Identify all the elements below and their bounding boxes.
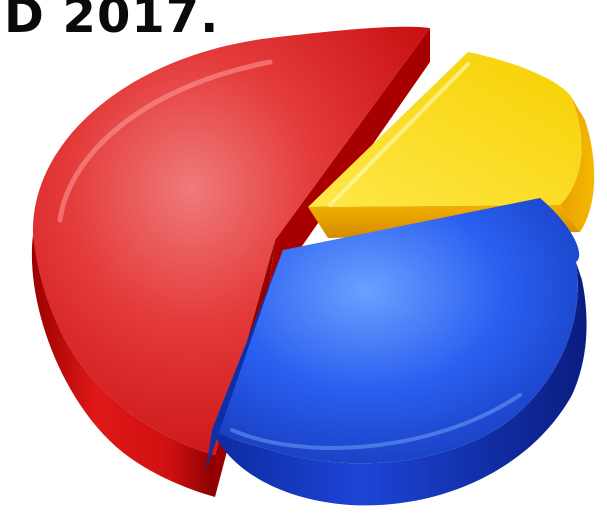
yellow-slice-top	[308, 52, 582, 207]
yellow-slice-highlight	[328, 62, 470, 207]
red-slice-cut-face-back	[268, 28, 430, 295]
blue-slice-top	[212, 198, 580, 464]
red-slice-top	[32, 26, 431, 455]
page-title-fragment: D 2017.	[4, 0, 220, 44]
blue-slice-highlight	[230, 393, 522, 450]
blue-slice-side	[212, 262, 587, 506]
yellow-slice-side	[560, 95, 595, 232]
red-slice-highlight	[57, 59, 273, 223]
red-slice	[31, 26, 431, 497]
red-slice-side	[31, 235, 216, 497]
blue-slice	[206, 198, 587, 506]
